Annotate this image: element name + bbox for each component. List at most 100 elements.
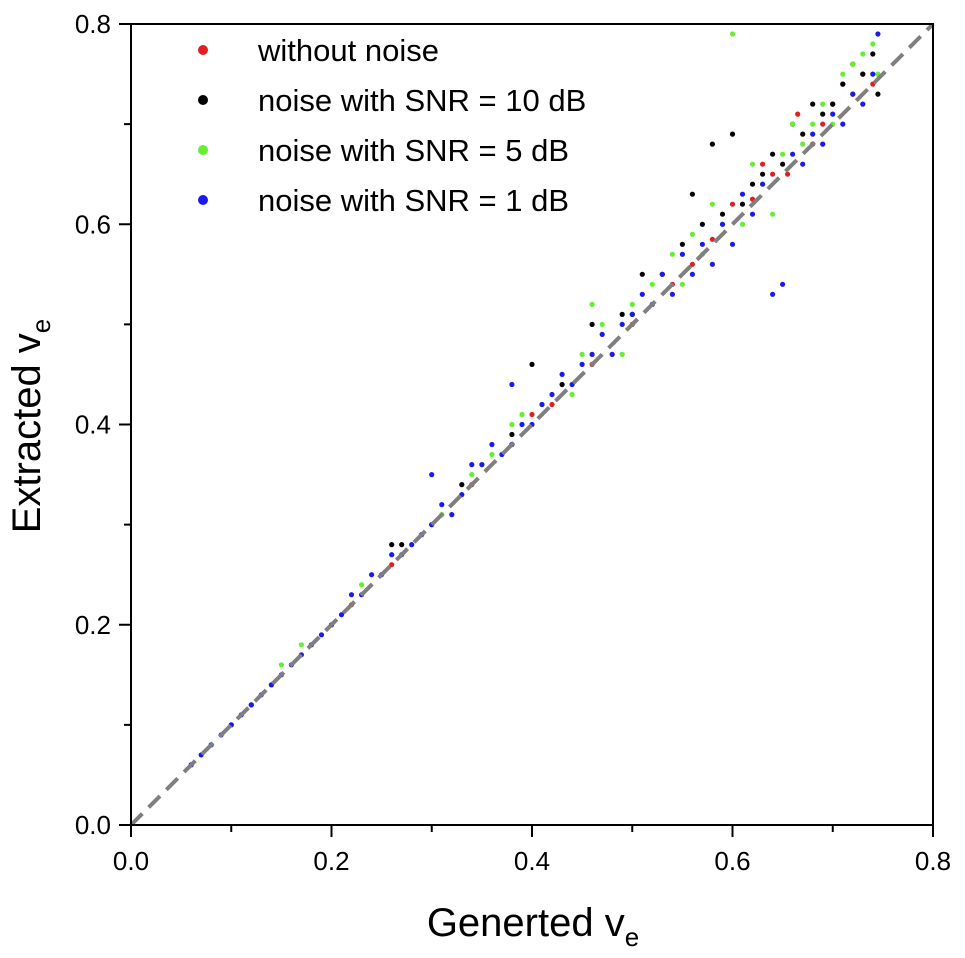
legend: without noise noise with SNR = 10 dB noise… (186, 30, 680, 218)
data-point-series-4-38 (539, 401, 545, 408)
data-point-series-4-19 (369, 572, 375, 578)
data-point-series-4-60 (760, 181, 766, 187)
data-point-series-2-15 (689, 191, 696, 197)
data-point-series-4-62 (780, 281, 786, 287)
data-point-series-3-12 (509, 421, 515, 428)
y-axis-title: Extracted ve (5, 319, 56, 534)
data-point-series-3-17 (589, 301, 595, 307)
data-point-series-3-19 (619, 351, 625, 357)
data-point-series-2-34 (875, 91, 881, 97)
y-tick-label-2: 0.2 (75, 610, 111, 640)
data-point-series-2-18 (719, 211, 726, 217)
data-point-series-4-46 (619, 321, 625, 327)
data-point-series-2-12 (639, 271, 645, 277)
data-point-series-4-56 (719, 221, 726, 227)
data-point-series-2-32 (860, 71, 866, 77)
data-point-series-4-40 (559, 371, 565, 377)
data-point-series-3-41 (860, 51, 866, 57)
legend-label-3: noise with SNR = 5 dB (258, 133, 569, 168)
legend-marker-3 (198, 145, 208, 155)
data-point-series-3-32 (770, 211, 776, 217)
tick-labels-layer: 0.0 0.2 0.4 0.6 0.8 0.0 0.2 0.4 0.6 0.8 (75, 9, 951, 876)
data-point-series-2-29 (830, 101, 836, 107)
data-point-series-4-16 (338, 612, 345, 618)
data-point-series-3-36 (810, 121, 816, 127)
legend-label-2: noise with SNR = 10 dB (258, 83, 586, 118)
data-point-series-3-20 (629, 301, 635, 307)
data-point-series-1-22 (795, 111, 801, 117)
data-point-series-3-3 (278, 662, 284, 668)
data-point-series-4-68 (840, 121, 846, 127)
data-point-series-1-19 (760, 161, 766, 167)
data-point-series-2-9 (589, 321, 595, 327)
data-point-series-1-24 (820, 121, 826, 127)
data-point-series-3-16 (579, 351, 585, 357)
data-point-series-4-50 (659, 271, 665, 277)
data-point-series-3-18 (599, 321, 605, 327)
data-point-series-3-23 (679, 281, 686, 287)
data-point-series-2-8 (559, 381, 565, 388)
legend-marker-4 (198, 195, 208, 205)
x-tick-label-4: 0.6 (714, 846, 750, 876)
data-point-series-4-70 (860, 101, 866, 107)
data-point-series-4-39 (549, 391, 555, 398)
data-point-series-4-42 (579, 361, 585, 367)
data-point-series-2-17 (709, 141, 716, 147)
data-point-series-4-51 (669, 291, 676, 297)
data-point-series-4-47 (629, 311, 635, 317)
data-point-series-4-44 (599, 331, 605, 337)
data-point-series-2-33 (870, 51, 876, 57)
data-point-series-2-16 (699, 221, 706, 227)
data-point-series-1-15 (689, 261, 696, 267)
legend-marker-1 (198, 45, 208, 55)
data-point-series-4-30 (469, 462, 475, 468)
data-point-series-4-31 (479, 462, 485, 468)
data-point-series-2-24 (780, 161, 786, 167)
data-point-series-4-23 (409, 542, 415, 548)
data-point-series-4-63 (790, 151, 796, 157)
data-point-series-2-20 (739, 201, 746, 207)
data-point-series-4-52 (679, 251, 686, 257)
x-axis-title-subscript: e (625, 922, 639, 952)
x-tick-label-5: 0.8 (915, 846, 951, 876)
data-point-series-3-30 (749, 161, 756, 167)
data-point-series-4-17 (348, 592, 355, 598)
axis-ticks-layer (119, 23, 934, 837)
y-tick-label-1: 0.0 (75, 810, 111, 840)
data-point-series-2-6 (509, 431, 515, 438)
y-axis-title-subscript: e (26, 319, 56, 333)
data-point-series-4-7 (248, 702, 254, 708)
data-point-series-3-42 (870, 41, 876, 47)
data-point-series-3-13 (519, 411, 525, 418)
data-point-series-2-21 (749, 181, 756, 187)
data-point-series-2-19 (729, 131, 736, 137)
legend-label-1: without noise (257, 33, 439, 68)
data-point-series-4-54 (699, 241, 706, 247)
data-point-series-3-22 (669, 251, 676, 257)
data-point-series-3-4 (298, 642, 304, 648)
x-tick-label-1: 0.0 (113, 846, 149, 876)
data-point-series-3-11 (489, 451, 495, 458)
data-point-series-4-53 (689, 271, 696, 277)
data-point-series-4-65 (810, 131, 816, 137)
data-point-series-2-27 (810, 101, 816, 107)
data-point-series-2-5 (459, 482, 465, 488)
data-point-series-2-23 (770, 151, 776, 157)
y-tick-label-3: 0.4 (75, 410, 111, 440)
data-point-series-3-39 (840, 71, 846, 77)
x-axis-title: Generted ve (427, 901, 639, 952)
data-point-series-2-28 (820, 111, 826, 117)
data-point-series-1-20 (770, 171, 776, 177)
data-point-series-4-72 (875, 31, 881, 37)
data-point-series-2-26 (800, 131, 806, 137)
data-point-series-3-10 (469, 472, 475, 478)
data-point-series-4-43 (589, 351, 595, 357)
data-point-series-2-7 (529, 361, 535, 367)
data-point-series-3-33 (780, 151, 786, 157)
y-tick-label-5: 0.8 (75, 9, 111, 39)
data-point-series-3-21 (649, 281, 655, 287)
data-point-series-4-21 (389, 552, 395, 558)
data-point-series-3-40 (850, 61, 856, 67)
data-point-series-4-36 (519, 421, 525, 428)
